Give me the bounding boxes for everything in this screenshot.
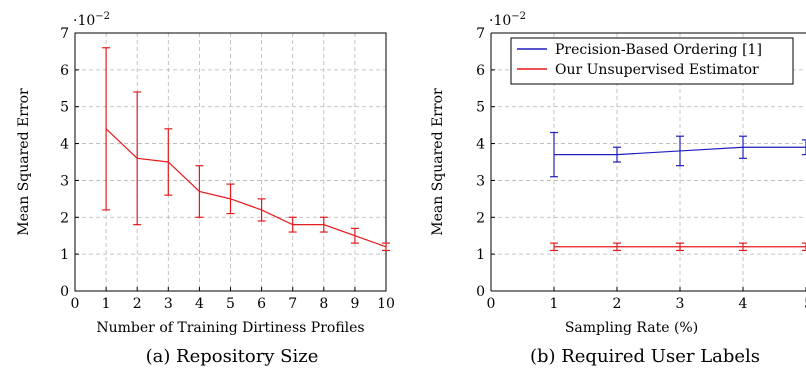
y-scale-label: ·10−2 <box>489 11 526 29</box>
y-tick-label: 4 <box>476 137 485 153</box>
y-axis-label: Mean Squared Error <box>430 88 446 236</box>
x-tick-label: 3 <box>164 296 173 312</box>
y-axis-label: Mean Squared Error <box>16 88 32 236</box>
y-tick-label: 0 <box>476 284 485 300</box>
x-tick-label: 3 <box>676 296 685 312</box>
x-tick-label: 1 <box>550 296 559 312</box>
x-axis-label: Sampling Rate (%) <box>565 320 698 336</box>
legend-box <box>510 37 794 85</box>
x-tick-label: 4 <box>195 296 204 312</box>
x-tick-label: 8 <box>319 296 328 312</box>
y-tick-label: 2 <box>476 210 485 226</box>
x-tick-label: 0 <box>71 296 80 312</box>
x-tick-label: 9 <box>350 296 359 312</box>
series-line-0 <box>105 128 387 248</box>
x-tick-label: 5 <box>804 296 806 312</box>
y-tick-label: 4 <box>60 137 69 153</box>
legend-entry: Precision-Based Ordering [1] <box>555 42 762 58</box>
x-tick-label: 1 <box>102 296 111 312</box>
y-tick-label: 1 <box>476 247 485 263</box>
y-tick-label: 7 <box>476 26 485 42</box>
y-tick-label: 3 <box>476 173 485 189</box>
y-scale-label: ·10−2 <box>73 11 110 29</box>
caption-b: (b) Required User Labels <box>530 346 760 367</box>
caption-a: (a) Repository Size <box>146 346 319 367</box>
y-tick-label: 0 <box>60 284 69 300</box>
y-tick-label: 1 <box>60 247 69 263</box>
legend-entry: Our Unsupervised Estimator <box>555 62 759 78</box>
y-tick-label: 6 <box>476 63 485 79</box>
x-tick-label: 7 <box>288 296 297 312</box>
y-tick-label: 7 <box>60 26 69 42</box>
y-tick-label: 6 <box>60 63 69 79</box>
x-tick-label: 2 <box>613 296 622 312</box>
y-tick-label: 3 <box>60 173 69 189</box>
x-tick-label: 5 <box>226 296 235 312</box>
x-tick-label: 10 <box>377 296 395 312</box>
y-tick-label: 2 <box>60 210 69 226</box>
y-tick-label: 5 <box>476 100 485 116</box>
y-tick-label: 5 <box>60 100 69 116</box>
chart-required-user-labels: 0 1 2 3 4 5 0 1 2 3 4 5 6 7·10−2 Sampling Rate (%) Mean… <box>430 11 806 336</box>
x-tick-label: 0 <box>487 296 496 312</box>
x-tick-label: 2 <box>133 296 142 312</box>
x-tick-label: 6 <box>257 296 266 312</box>
x-axis-label: Number of Training Dirtiness Profiles <box>96 320 364 336</box>
x-tick-label: 4 <box>739 296 748 312</box>
